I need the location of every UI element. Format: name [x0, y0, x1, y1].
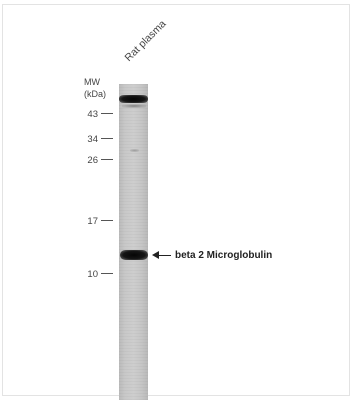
marker-tick: [101, 112, 113, 114]
marker-value: 26: [87, 155, 98, 166]
blot-panel: [2, 4, 350, 396]
marker-10: 10: [82, 269, 113, 280]
high-mw-band: [119, 95, 148, 103]
kda-label: (kDa): [84, 89, 106, 99]
beta2-microglobulin-band: [120, 250, 148, 260]
arrow-shaft: [155, 254, 171, 256]
marker-tick: [101, 137, 113, 139]
marker-value: 17: [87, 216, 98, 227]
marker-43: 43: [82, 109, 113, 120]
lane-texture: [119, 84, 148, 400]
marker-tick: [101, 219, 113, 221]
marker-26: 26: [82, 155, 113, 166]
marker-17: 17: [82, 216, 113, 227]
band-annotation: beta 2 Microglobulin: [152, 250, 272, 261]
marker-34: 34: [82, 134, 113, 145]
high-mw-band-shadow: [122, 104, 146, 108]
left-arrow-icon: [152, 250, 171, 261]
faint-band: [130, 149, 139, 152]
marker-value: 34: [87, 134, 98, 145]
molecular-weight-header: MW (kDa): [84, 77, 106, 101]
marker-value: 43: [87, 109, 98, 120]
marker-tick: [101, 158, 113, 160]
gel-lane: [119, 84, 148, 400]
annotation-label: beta 2 Microglobulin: [175, 250, 273, 261]
marker-tick: [101, 272, 113, 274]
mw-label: MW: [84, 77, 100, 87]
marker-value: 10: [87, 269, 98, 280]
